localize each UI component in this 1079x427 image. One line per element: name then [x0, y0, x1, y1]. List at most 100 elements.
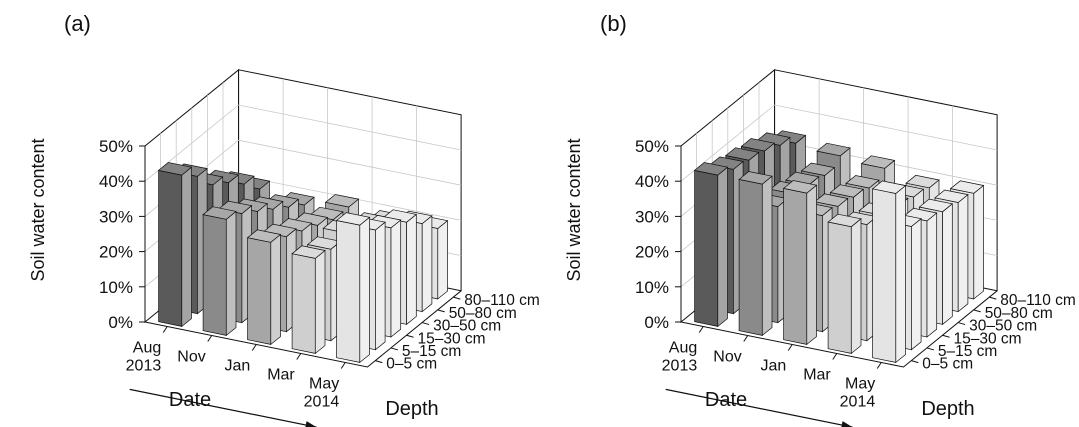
bar-top-face: [246, 229, 282, 243]
bar-side-face: [270, 233, 281, 346]
depth-tick: [421, 322, 430, 326]
bar-front-face: [738, 178, 763, 336]
z-tick-label: 10%: [99, 278, 133, 297]
depth-tick: [911, 360, 919, 364]
date-tick: [296, 353, 302, 360]
bar-top-face: [291, 245, 326, 259]
date-axis-title: Date: [705, 389, 747, 411]
bar-1-2-0: [782, 180, 818, 346]
z-axis-title: Soil water content: [28, 138, 48, 281]
depth-tick: [926, 347, 935, 351]
depth-tick: [437, 309, 445, 313]
date-tick-label: Jan: [224, 358, 250, 375]
bar-0-2-0: [246, 229, 282, 346]
date-tick-label: Mar: [803, 367, 831, 384]
depth-tick-label: 15–30 cm: [954, 330, 1022, 347]
bar-1-1-0: [738, 171, 773, 337]
z-tick-label: 30%: [635, 207, 669, 226]
bar-top-face: [860, 155, 896, 169]
bar-top-face: [335, 212, 371, 226]
depth-tick: [375, 360, 383, 364]
bar-top-face: [740, 138, 776, 152]
bar-top-face: [934, 189, 969, 203]
date-tick-label: Jan: [760, 358, 786, 375]
date-tick: [787, 344, 793, 351]
bar-top-face: [738, 171, 773, 185]
bar-side-face: [761, 175, 773, 337]
z-tick-label: 0%: [644, 313, 669, 332]
date-tick: [340, 362, 346, 369]
z-tick-label: 40%: [99, 172, 133, 191]
bar-side-face: [926, 212, 938, 338]
depth-tick: [989, 296, 997, 300]
depth-tick: [957, 322, 966, 326]
date-tick-label: Nov: [713, 349, 741, 366]
bar-1-4-0: [871, 180, 907, 364]
bar-side-face: [973, 184, 984, 300]
bar-1-0-0: [693, 162, 729, 328]
bar-0-0-0: [157, 162, 193, 328]
date-tick: [698, 326, 704, 333]
bar-top-face: [918, 198, 954, 213]
bar-top-face: [827, 213, 862, 228]
bar-side-face: [957, 193, 969, 313]
z-tick-label: 20%: [635, 243, 669, 262]
depth-tick-label: 50–80 cm: [449, 305, 517, 322]
date-tick: [251, 344, 257, 351]
date-tick: [162, 326, 168, 333]
bar-side-face: [437, 219, 448, 300]
depth-tick-label: 30–50 cm: [433, 318, 501, 335]
bar-side-face: [717, 166, 728, 328]
bar-side-face: [406, 213, 417, 326]
date-arrow: [129, 388, 317, 427]
date-arrow: [665, 388, 853, 427]
date-arrow-head: [841, 421, 853, 427]
depth-tick: [390, 347, 399, 351]
z-tick-label: 20%: [99, 243, 133, 262]
bar-side-face: [390, 219, 402, 338]
bar-top-face: [871, 180, 907, 194]
bar-front-face: [158, 169, 183, 327]
date-tick-label: May 2014: [840, 376, 876, 411]
bar-top-face: [202, 206, 237, 220]
depth-tick-label: 0–5 cm: [386, 356, 437, 373]
bar-top-face: [829, 184, 865, 198]
bar-side-face: [895, 184, 906, 364]
bar-1-3-0: [827, 213, 862, 355]
bar-top-face: [800, 162, 836, 176]
floor-edge: [144, 290, 462, 368]
z-tick-label: 40%: [635, 172, 669, 191]
depth-tick-label: 15–30 cm: [418, 330, 486, 347]
bar-front-face: [202, 214, 227, 336]
bar-side-face: [942, 203, 953, 326]
depth-tick-label: 5–15 cm: [402, 343, 461, 360]
bar-front-face: [783, 187, 808, 345]
bar-side-face: [314, 249, 326, 355]
bar-side-face: [181, 166, 192, 328]
bar-side-face: [806, 184, 817, 346]
bar-top-face: [782, 180, 818, 194]
date-tick-label: May 2014: [304, 376, 340, 411]
panel-label: (a): [64, 11, 91, 36]
bar-front-face: [827, 221, 852, 354]
bar-top-face: [157, 162, 193, 176]
depth-tick-label: 30–50 cm: [969, 318, 1037, 335]
depth-tick: [973, 309, 981, 313]
panel-label: (b): [600, 11, 627, 36]
z-tick-label: 50%: [99, 137, 133, 156]
depth-tick-label: 80–110 cm: [464, 292, 540, 309]
date-tick: [207, 335, 213, 342]
date-tick: [876, 362, 882, 369]
date-tick: [743, 335, 749, 342]
date-tick: [832, 353, 838, 360]
z-tick-label: 30%: [99, 207, 133, 226]
bar-side-face: [225, 210, 237, 337]
bar-front-face: [872, 188, 897, 363]
z-axis-title: Soil water content: [564, 138, 584, 281]
bar-top-face: [845, 175, 880, 189]
date-tick-label: Nov: [177, 349, 205, 366]
floor-edge: [680, 290, 998, 368]
depth-tick-label: 5–15 cm: [938, 343, 997, 360]
depth-tick: [406, 334, 414, 338]
